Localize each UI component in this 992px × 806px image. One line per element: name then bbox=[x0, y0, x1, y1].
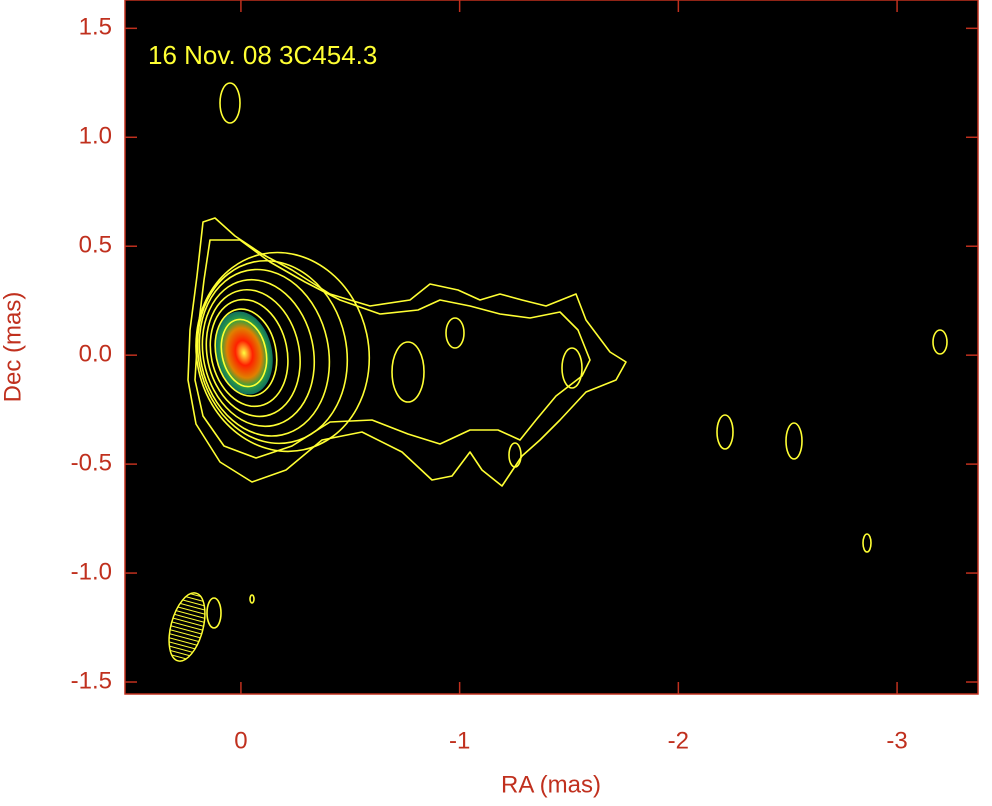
x-tick-label: -3 bbox=[886, 727, 907, 754]
contour bbox=[201, 278, 316, 428]
x-tick-label: -1 bbox=[449, 727, 470, 754]
beam bbox=[168, 592, 206, 662]
y-tick-label: 0.5 bbox=[79, 232, 112, 259]
contour bbox=[445, 317, 465, 349]
contour bbox=[716, 414, 734, 450]
contour bbox=[205, 288, 301, 418]
y-tick-label: 0.0 bbox=[79, 341, 112, 368]
plot-frame bbox=[124, 0, 979, 695]
contour bbox=[785, 422, 803, 460]
chart-title: 16 Nov. 08 3C454.3 bbox=[148, 40, 377, 70]
x-axis-label: RA (mas) bbox=[501, 771, 601, 798]
contour bbox=[187, 217, 627, 487]
core-contours bbox=[195, 251, 371, 453]
contour bbox=[209, 298, 289, 408]
contour bbox=[561, 347, 583, 389]
contour bbox=[195, 251, 371, 453]
y-axis-label: Dec (mas) bbox=[0, 292, 26, 403]
x-tick-label: 0 bbox=[234, 727, 247, 754]
y-tick-label: -1.5 bbox=[71, 667, 112, 694]
x-tick-label: -2 bbox=[668, 727, 689, 754]
contour bbox=[196, 259, 349, 445]
contour bbox=[249, 594, 255, 604]
y-tick-label: 1.0 bbox=[79, 123, 112, 150]
contour bbox=[206, 597, 222, 629]
contour bbox=[198, 268, 331, 437]
contour bbox=[219, 82, 241, 124]
contour bbox=[508, 442, 522, 468]
contour bbox=[214, 308, 278, 397]
contour-map bbox=[168, 82, 948, 662]
contour bbox=[194, 239, 591, 459]
contour bbox=[220, 318, 268, 388]
y-tick-label: -0.5 bbox=[71, 449, 112, 476]
contour bbox=[932, 329, 948, 355]
y-tick-label: -1.0 bbox=[71, 558, 112, 585]
y-tick-label: 1.5 bbox=[79, 14, 112, 41]
contour bbox=[862, 533, 872, 553]
contour bbox=[391, 341, 425, 403]
